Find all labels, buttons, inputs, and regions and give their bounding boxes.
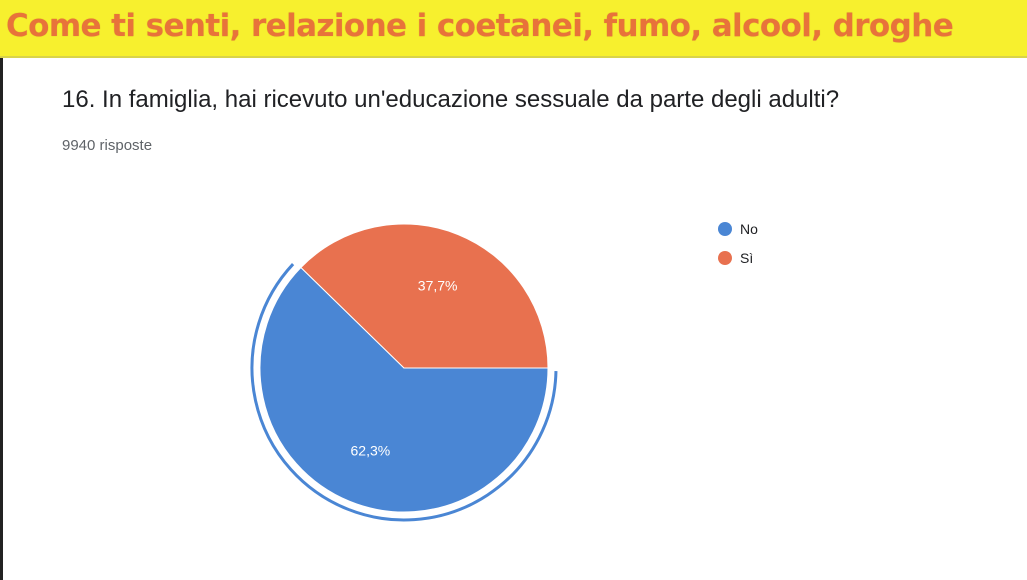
pie-slice-s[interactable] (300, 223, 549, 369)
pie-label-s: 37,7% (418, 277, 458, 293)
pie-label-no: 62,3% (351, 443, 391, 459)
legend-item-si[interactable]: Sì (718, 249, 753, 267)
pie-slice-no[interactable] (259, 266, 549, 513)
legend-label-si: Sì (740, 250, 754, 266)
header-banner: Come ti senti, relazione i coetanei, fum… (0, 0, 1027, 58)
question-title: 16. In famiglia, hai ricevuto un'educazi… (62, 86, 840, 113)
legend-label-no: No (740, 221, 758, 237)
legend-swatch-si (718, 251, 732, 265)
pie-highlight-ring (250, 263, 558, 522)
legend-item-no[interactable]: No (718, 220, 758, 238)
response-count: 9940 risposte (62, 137, 153, 154)
legend-swatch-no (718, 222, 732, 236)
banner-title: Come ti senti, relazione i coetanei, fum… (6, 8, 954, 44)
chart-card (0, 58, 1027, 580)
